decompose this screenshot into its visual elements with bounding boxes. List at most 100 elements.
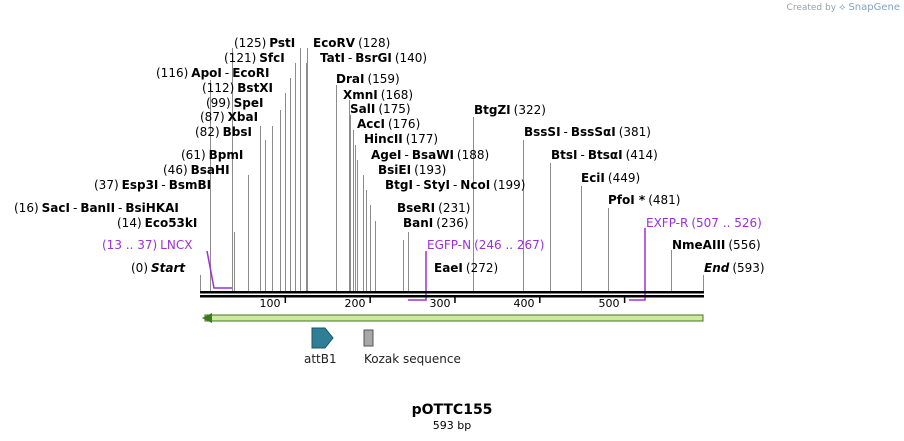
- cut-position: (168): [380, 88, 414, 102]
- cut-position: (61): [181, 148, 206, 162]
- site-label-bpm[interactable]: (61) BpmI: [179, 148, 244, 162]
- site-label-xmn[interactable]: XmnI (168): [342, 88, 415, 102]
- enzyme-name: BsmBI: [168, 178, 212, 192]
- site-label-apo[interactable]: (116) ApoI - EcoRI: [154, 66, 270, 80]
- site-label-bsie[interactable]: BsiEI (193): [377, 163, 448, 177]
- site-label-xba[interactable]: (87) XbaI: [198, 110, 259, 124]
- primer-label-exfpr[interactable]: EXFP-R (507 .. 526): [645, 216, 764, 230]
- site-label-eae[interactable]: EaeI (272): [433, 261, 500, 275]
- site-label-bser[interactable]: BseRI (231): [396, 201, 472, 215]
- enzyme-name: BstXI: [237, 81, 274, 95]
- enzyme-name: NcoI: [460, 178, 491, 192]
- cut-position: (176): [387, 117, 421, 131]
- cut-position: (322): [513, 103, 546, 117]
- site-label-bstx[interactable]: (112) BstXI: [200, 81, 274, 95]
- feature-label-kozak[interactable]: Kozak sequence: [364, 352, 461, 366]
- enzyme-name: SfcI: [259, 51, 285, 65]
- site-label-esp3[interactable]: (37) Esp3I - BsmBI: [92, 178, 212, 192]
- site-label-nmea[interactable]: NmeAIII (556): [671, 238, 763, 252]
- cut-position: (177): [405, 132, 439, 146]
- tick-label: 100: [259, 297, 281, 310]
- enzyme-name: NmeAIII: [672, 238, 726, 252]
- separator: -: [118, 201, 123, 215]
- site-label-acc[interactable]: AccI (176): [356, 117, 422, 131]
- tick-label: 300: [429, 297, 451, 310]
- kozak-feature: [363, 329, 374, 347]
- site-label-end[interactable]: End (593): [703, 261, 767, 275]
- site-label-sac[interactable]: (16) SacI - BanII - BsiHKAI: [12, 201, 180, 215]
- site-label-eci[interactable]: EciI (449): [580, 171, 642, 185]
- site-label-spe[interactable]: (99) SpeI: [204, 96, 264, 110]
- primer-bar-exfpr: [629, 228, 646, 301]
- cut-position: (236): [436, 216, 469, 230]
- enzyme-name: Esp3I: [121, 178, 159, 192]
- cut-position: (112): [202, 81, 235, 95]
- site-label-eco53[interactable]: (14) Eco53kI: [115, 216, 198, 230]
- enzyme-name: HincII: [364, 132, 403, 146]
- cut-position: (481): [648, 193, 681, 207]
- feature-label-attb1[interactable]: attB1: [304, 352, 337, 366]
- site-label-age[interactable]: AgeI - BsaWI (188): [370, 148, 491, 162]
- cut-position: (128): [358, 36, 391, 50]
- site-label-bsah[interactable]: (46) BsaHI: [161, 163, 231, 177]
- enzyme-name: BsaWI: [411, 148, 454, 162]
- cut-position: (193): [414, 163, 447, 177]
- map-length: 593 bp: [432, 419, 472, 432]
- site-label-dra[interactable]: DraI (159): [335, 72, 402, 86]
- site-label-ban[interactable]: BanI (236): [402, 216, 471, 230]
- backbone-top: [200, 291, 704, 294]
- site-label-btgzi[interactable]: BtgZI (322): [473, 103, 548, 117]
- cut-position: (37): [94, 178, 119, 192]
- backbone-bottom: [200, 295, 704, 298]
- primer-label-egfpn[interactable]: EGFP-N (246 .. 267): [426, 238, 547, 252]
- enzyme-name: SalI: [350, 102, 376, 116]
- enzyme-name: PfoI *: [608, 193, 646, 207]
- cut-position: (556): [728, 238, 761, 252]
- separator: -: [563, 125, 568, 139]
- cut-position: (46): [163, 163, 188, 177]
- site-label-pst[interactable]: (125) PstI: [232, 36, 296, 50]
- credit: Created by ⟡ SnapGene: [787, 2, 900, 13]
- separator: -: [161, 178, 166, 192]
- attb1-feature: [311, 327, 334, 349]
- separator: -: [72, 201, 78, 215]
- credit-brand: SnapGene: [848, 2, 900, 13]
- cut-position: (449): [607, 171, 641, 185]
- enzyme-name: BtsαI: [587, 148, 623, 162]
- site-label-bsssi[interactable]: BssSI - BssSαI (381): [523, 125, 653, 139]
- cut-position: (272): [465, 261, 499, 275]
- site-label-hinc[interactable]: HincII (177): [363, 132, 440, 146]
- enzyme-name: EciI: [581, 171, 605, 185]
- enzyme-name: XmnI: [343, 88, 378, 102]
- enzyme-name: EaeI: [434, 261, 463, 275]
- enzyme-name: ApoI: [191, 66, 222, 80]
- site-label-sfc[interactable]: (121) SfcI: [222, 51, 286, 65]
- cut-position: (381): [618, 125, 651, 139]
- site-label-bsti[interactable]: BtsI - BtsαI (414): [550, 148, 660, 162]
- separator: -: [415, 178, 421, 192]
- cut-position: (116): [156, 66, 189, 80]
- cut-position: (231): [438, 201, 471, 215]
- enzyme-name: BanI: [403, 216, 434, 230]
- credit-prefix: Created by: [786, 3, 837, 13]
- cut-position: (507 .. 526): [691, 216, 762, 230]
- site-label-pfo[interactable]: PfoI * (481): [607, 193, 682, 207]
- primer-label-lncx[interactable]: (13 .. 37) LNCX: [100, 238, 193, 252]
- tick-label: 400: [513, 297, 535, 310]
- site-label-btgi[interactable]: BtgI - StyI - NcoI (199): [384, 178, 527, 192]
- enzyme-name: EcoRI: [232, 66, 270, 80]
- enzyme-name: Start: [151, 261, 186, 275]
- cut-position: (593): [732, 261, 765, 275]
- site-label-bbs[interactable]: (82) BbsI: [193, 125, 253, 139]
- enzyme-name: BsrGI: [355, 51, 392, 65]
- enzyme-name: BpmI: [208, 148, 244, 162]
- cut-position: (199): [493, 178, 526, 192]
- primer-name: EXFP-R: [646, 216, 689, 230]
- enzyme-name: SacI: [41, 201, 70, 215]
- enzyme-name: BtgZI: [474, 103, 511, 117]
- site-label-tat[interactable]: TatI - BsrGI (140): [319, 51, 429, 65]
- site-label-start[interactable]: (0) Start: [129, 261, 186, 275]
- orf-arrowhead: [202, 313, 212, 323]
- site-label-sal[interactable]: SalI (175): [349, 102, 413, 116]
- site-label-ecorv[interactable]: EcoRV (128): [312, 36, 392, 50]
